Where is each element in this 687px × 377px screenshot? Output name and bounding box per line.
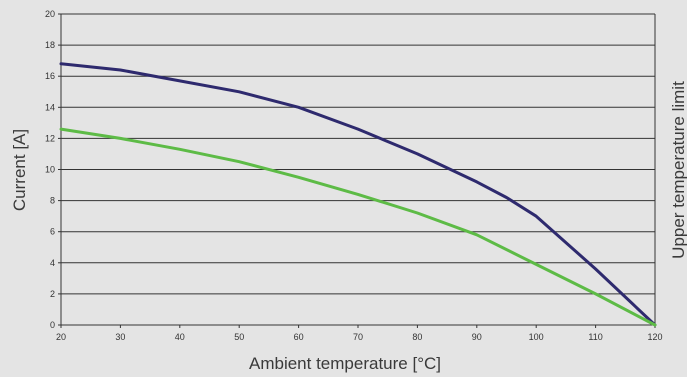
y-tick-label: 14 bbox=[45, 102, 55, 112]
series-line-2 bbox=[59, 127, 657, 327]
y-axis-label: Current [A] bbox=[10, 129, 29, 211]
y-tick-label: 2 bbox=[50, 289, 55, 299]
x-tick-label: 50 bbox=[234, 332, 244, 342]
series-layer bbox=[59, 62, 657, 327]
y-tick-label: 20 bbox=[45, 9, 55, 19]
x-tick-label: 90 bbox=[472, 332, 482, 342]
x-axis-label: Ambient temperature [°C] bbox=[249, 354, 441, 373]
x-tick-label: 60 bbox=[294, 332, 304, 342]
series-line-1 bbox=[59, 62, 657, 327]
grid-layer bbox=[61, 13, 655, 295]
x-tick-label: 40 bbox=[175, 332, 185, 342]
y-tick-label: 18 bbox=[45, 40, 55, 50]
axis-layer bbox=[58, 13, 656, 328]
y-tick-label: 12 bbox=[45, 133, 55, 143]
y-tick-label: 4 bbox=[50, 258, 55, 268]
x-tick-label: 110 bbox=[588, 332, 602, 342]
y-tick-label: 6 bbox=[50, 227, 55, 237]
x-tick-label: 80 bbox=[412, 332, 422, 342]
y-tick-label: 0 bbox=[50, 320, 55, 330]
x-tick-label: 100 bbox=[529, 332, 544, 342]
x-tick-label: 70 bbox=[353, 332, 363, 342]
y-tick-label: 16 bbox=[45, 71, 55, 81]
y-tick-label: 8 bbox=[50, 196, 55, 206]
right-axis-label: Upper temperature limit bbox=[669, 81, 687, 259]
tick-layer: 0 2 4 6 8 10 12 14 16 18 20 20 30 40 50 60 70 80 90 100 110 1… bbox=[45, 9, 663, 342]
x-tick-label: 120 bbox=[647, 332, 662, 342]
x-tick-label: 20 bbox=[56, 332, 66, 342]
y-tick-label: 10 bbox=[45, 165, 55, 175]
x-tick-label: 30 bbox=[115, 332, 125, 342]
